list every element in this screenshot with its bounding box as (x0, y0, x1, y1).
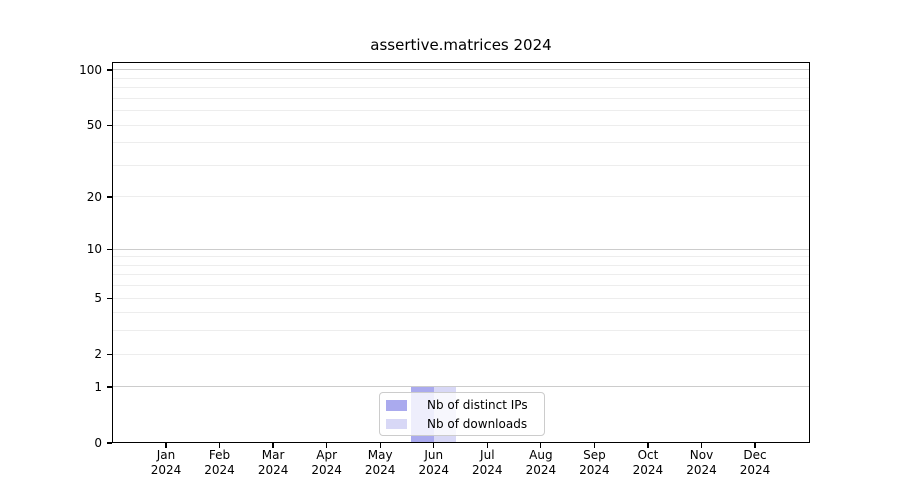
y-gridline-minor-90 (112, 77, 810, 79)
y-tick-mark-10 (106, 248, 112, 250)
legend-label-distinct-ips: Nb of distinct IPs (427, 398, 528, 413)
y-gridline-major-1 (112, 386, 810, 388)
y-gridline-major-10 (112, 248, 810, 250)
x-tick-mark-oct (647, 443, 649, 448)
y-tick-mark-50 (106, 124, 112, 126)
legend-label-downloads: Nb of downloads (427, 416, 528, 431)
x-tick-mark-aug (540, 443, 542, 448)
y-gridline-minor-2 (112, 353, 810, 355)
y-gridline-minor-7 (112, 274, 810, 276)
x-tick-label-jul: Jul 2024 (472, 448, 503, 477)
x-tick-mark-sep (593, 443, 596, 448)
y-gridline-minor-50 (112, 124, 810, 126)
y-tick-mark-0 (106, 442, 112, 444)
chart-title: assertive.matrices 2024 (370, 36, 552, 54)
x-tick-label-may: May 2024 (364, 448, 396, 477)
x-tick-label-oct: Oct 2024 (632, 448, 664, 477)
x-tick-label-feb: Feb 2024 (204, 448, 235, 477)
y-tick-mark-20 (106, 196, 112, 198)
x-tick-mark-may (379, 443, 381, 448)
y-gridline-minor-5 (112, 297, 810, 299)
y-gridline-minor-40 (112, 142, 810, 144)
y-tick-label-2: 2 (94, 347, 102, 362)
y-gridline-minor-20 (112, 196, 810, 198)
x-tick-label-apr: Apr 2024 (311, 448, 342, 477)
gridlines-layer (112, 62, 810, 443)
y-gridline-minor-70 (112, 97, 810, 99)
x-tick-label-mar: Mar 2024 (257, 448, 289, 477)
legend-item-downloads: Nb of downloads (386, 415, 538, 434)
legend-swatch-distinct-ips (386, 400, 407, 411)
x-tick-label-aug: Aug 2024 (525, 448, 557, 477)
y-gridline-minor-6 (112, 285, 810, 287)
x-tick-label-dec: Dec 2024 (739, 448, 771, 477)
legend-swatch-downloads (386, 418, 407, 429)
y-gridline-minor-8 (112, 264, 810, 266)
x-tick-mark-feb (218, 443, 221, 448)
y-gridline-major-100 (112, 69, 810, 71)
y-gridline-minor-80 (112, 87, 810, 89)
y-gridline-minor-4 (112, 312, 810, 314)
legend: Nb of distinct IPs Nb of downloads (379, 392, 545, 436)
x-tick-label-nov: Nov 2024 (686, 448, 717, 477)
x-tick-mark-jan (165, 443, 167, 448)
x-tick-mark-mar (272, 443, 274, 448)
y-tick-label-5: 5 (94, 291, 102, 306)
x-tick-label-jun: Jun 2024 (418, 448, 450, 477)
y-tick-label-10: 10 (86, 242, 102, 257)
y-tick-label-100: 100 (79, 62, 102, 77)
bars-layer (112, 62, 810, 443)
y-tick-label-50: 50 (86, 118, 102, 133)
y-tick-label-0: 0 (94, 436, 102, 450)
y-gridline-minor-3 (112, 330, 810, 332)
y-tick-label-1: 1 (94, 379, 102, 394)
x-tick-mark-jul (486, 443, 488, 448)
x-tick-mark-dec (754, 443, 756, 448)
y-tick-mark-1 (106, 386, 112, 388)
y-gridline-minor-30 (112, 164, 810, 166)
x-tick-mark-apr (326, 443, 328, 448)
y-tick-mark-2 (106, 353, 112, 355)
x-tick-label-sep: Sep 2024 (579, 448, 610, 477)
y-gridline-minor-9 (112, 256, 810, 258)
x-tick-mark-nov (700, 443, 703, 448)
x-tick-label-jan: Jan 2024 (150, 448, 182, 477)
y-tick-mark-100 (106, 69, 112, 71)
y-gridline-minor-60 (112, 110, 810, 112)
y-tick-mark-5 (106, 297, 112, 299)
legend-item-distinct-ips: Nb of distinct IPs (386, 396, 538, 415)
y-tick-label-20: 20 (86, 189, 102, 204)
x-tick-mark-jun (433, 443, 435, 448)
